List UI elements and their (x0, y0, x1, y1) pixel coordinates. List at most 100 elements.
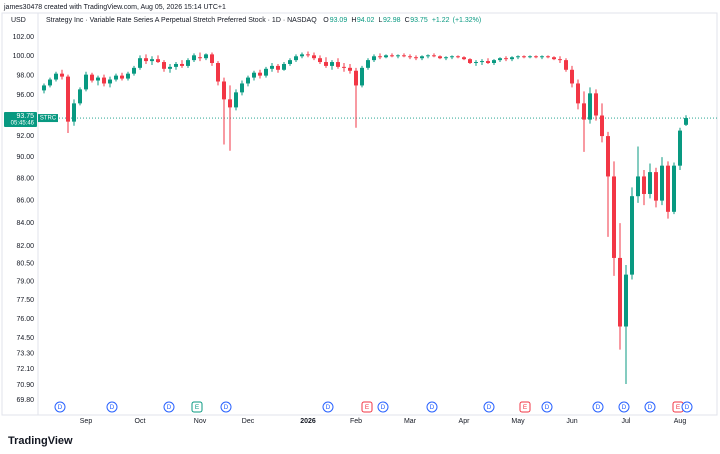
x-tick-label: Oct (135, 418, 146, 425)
candle-body (318, 58, 322, 63)
candle-body (300, 54, 304, 57)
candle-body (432, 55, 436, 57)
candle-body (456, 56, 460, 58)
candle-body (246, 77, 250, 84)
event-label: D (622, 404, 627, 411)
candle-body (666, 165, 670, 212)
y-tick-label: 84.00 (16, 220, 34, 227)
candle-body (528, 56, 532, 58)
candle-body (66, 76, 70, 122)
candle-body (132, 67, 136, 74)
y-tick-label: 102.00 (13, 34, 35, 41)
candle-body (192, 55, 196, 61)
candle-body (210, 54, 214, 64)
y-tick-label: 79.00 (16, 279, 34, 286)
ohlc-value: 93.75 (410, 17, 428, 24)
candle-body (636, 176, 640, 197)
candle-body (552, 57, 556, 60)
candle-body (72, 103, 76, 122)
candle-body (360, 67, 364, 86)
candle-body (276, 65, 280, 70)
currency: USD (11, 17, 26, 24)
candle-body (288, 60, 292, 64)
event-label: D (381, 404, 386, 411)
candle-body (558, 59, 562, 61)
candle-body (114, 75, 118, 80)
candle-body (600, 115, 604, 137)
x-tick-label: Aug (674, 418, 687, 425)
candle-body (156, 59, 160, 63)
x-tick-label: 2026 (300, 418, 316, 425)
chart-title: Strategy Inc · Variable Rate Series A Pe… (46, 17, 317, 24)
x-tick-label: Mar (404, 418, 417, 425)
candle-body (144, 58, 148, 62)
event-badge (618, 401, 630, 413)
event-badge (644, 401, 656, 413)
x-tick-label: Jul (622, 418, 631, 425)
candle-body (216, 63, 220, 82)
candle-body (258, 72, 262, 76)
y-tick-label: 73.30 (16, 350, 34, 357)
candle-body (168, 66, 172, 69)
candle-body (240, 83, 244, 93)
candle-body (330, 62, 334, 66)
candle-body (222, 81, 226, 100)
event-label: D (110, 404, 115, 411)
event-badge (220, 401, 232, 413)
candle-body (426, 55, 430, 57)
y-tick-label: 80.50 (16, 261, 34, 268)
y-tick-label: 70.90 (16, 382, 34, 389)
event-label: D (326, 404, 331, 411)
y-tick-label: 92.00 (16, 133, 34, 140)
candle-body (642, 176, 646, 194)
candle-body (390, 55, 394, 57)
candle-body (516, 56, 520, 58)
event-badge (592, 401, 604, 413)
countdown: 05:45:46 (11, 121, 35, 127)
candle-body (42, 85, 46, 91)
candle-body (180, 63, 184, 66)
y-tick-label: 74.50 (16, 335, 34, 342)
event-label: E (676, 404, 681, 411)
candle-body (306, 54, 310, 56)
candle-body (90, 74, 94, 81)
candle-body (96, 77, 100, 81)
x-tick-label: Sep (80, 418, 93, 425)
candle-body (162, 62, 166, 69)
candle-body (102, 77, 106, 84)
event-badge (426, 401, 438, 413)
candle-body (138, 58, 142, 68)
y-tick-label: 76.00 (16, 316, 34, 323)
candle-body (534, 56, 538, 58)
candle-body (648, 172, 652, 194)
candle-body (84, 74, 88, 90)
candle-body (312, 55, 316, 59)
candle-body (480, 61, 484, 63)
event-badge (106, 401, 118, 413)
candle-body (198, 57, 202, 59)
candle-body (48, 79, 52, 86)
event-badge (377, 401, 389, 413)
candle-body (678, 130, 682, 166)
event-badge (681, 401, 693, 413)
y-tick-label: 90.00 (16, 154, 34, 161)
candle-body (270, 65, 274, 69)
candle-body (336, 62, 340, 67)
y-tick-label: 100.00 (13, 53, 35, 60)
candle-body (204, 54, 208, 59)
candle-body (606, 136, 610, 177)
event-badge (483, 401, 495, 413)
candle-body (420, 56, 424, 59)
ohlc-value: 93.09 (330, 17, 348, 24)
frame (1, 12, 718, 416)
candle-body (624, 274, 628, 327)
candle-body (468, 59, 472, 64)
candle-body (108, 79, 112, 84)
candle-body (348, 67, 352, 71)
candle-body (324, 62, 328, 66)
ohlc-value: 92.98 (383, 17, 401, 24)
event-label: D (596, 404, 601, 411)
candle-body (684, 118, 688, 125)
candle-body (414, 57, 418, 59)
